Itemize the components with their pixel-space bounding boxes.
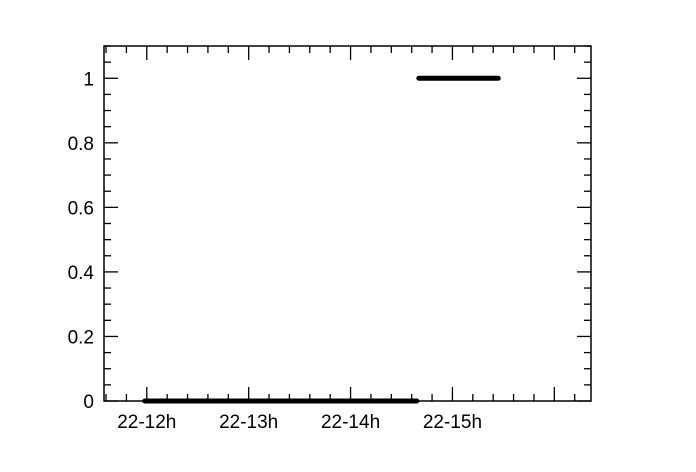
tick-labels: 0 0.2 0.4 0.6 0.8 1 22-12h 22-13h 22-14h 22-15h <box>68 69 482 433</box>
y-tick-label: 0.6 <box>68 198 94 219</box>
series-layer <box>142 75 501 404</box>
y-tick-label: 0.8 <box>68 134 94 155</box>
axis-ticks <box>104 45 591 402</box>
y-tick-label: 1 <box>83 69 94 90</box>
y-tick-label: 0.2 <box>68 327 94 348</box>
x-tick-label: 22-12h <box>117 412 176 433</box>
x-tick-label: 22-14h <box>321 412 380 433</box>
plot-frame <box>103 45 592 402</box>
y-tick-label: 0 <box>83 392 94 413</box>
x-tick-label: 22-13h <box>219 412 278 433</box>
y-tick-label: 0.4 <box>68 263 95 284</box>
x-tick-label: 22-15h <box>423 412 482 433</box>
